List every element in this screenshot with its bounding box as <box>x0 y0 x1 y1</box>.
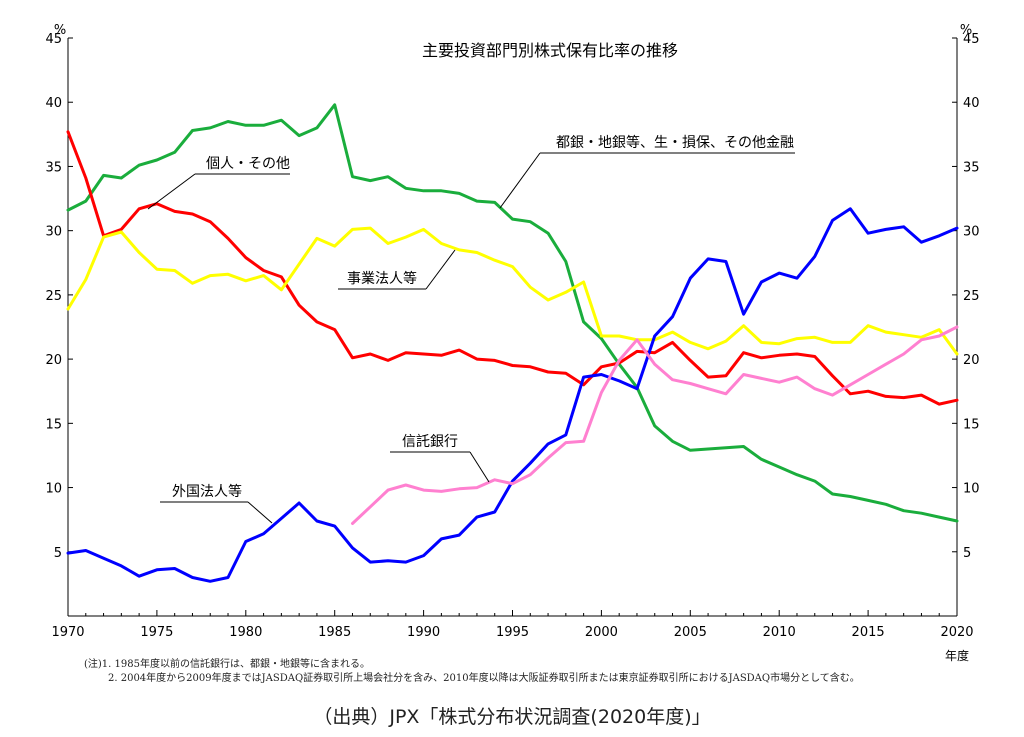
series-line-4 <box>351 325 959 525</box>
y-tick-label-right: 40 <box>963 96 980 111</box>
y-tick-label-left: 10 <box>45 482 62 497</box>
series-label-2: 事業法人等 <box>347 270 417 287</box>
x-tick-label: 1990 <box>407 625 440 640</box>
y-tick-label-left: 20 <box>45 353 62 368</box>
y-tick-label-right: 10 <box>963 482 980 497</box>
series-label-0: 都銀・地銀等、生・損保、その他金融 <box>556 134 794 151</box>
chart-title: 主要投資部門別株式保有比率の推移 <box>422 41 678 60</box>
y-tick-label-left: 30 <box>45 225 62 240</box>
label-leader <box>147 173 196 210</box>
series-lines <box>66 103 959 583</box>
x-tick-label: 2015 <box>852 625 885 640</box>
series-line-0 <box>66 103 959 523</box>
x-tick-label: 1975 <box>140 625 173 640</box>
y-tick-label-left: 25 <box>45 289 62 304</box>
x-tick-label: 2005 <box>674 625 707 640</box>
x-tick-label: 1980 <box>229 625 262 640</box>
series-line-2 <box>66 226 959 356</box>
x-tick-label: 2010 <box>763 625 796 640</box>
y-tick-label-right: 30 <box>963 225 980 240</box>
y-tick-label-right: 20 <box>963 353 980 368</box>
y-tick-label-left: 5 <box>54 546 62 561</box>
y-tick-label-right: 5 <box>963 546 971 561</box>
right-axis-unit: % <box>960 23 972 38</box>
left-axis-unit: % <box>54 23 66 38</box>
series-line-1 <box>66 130 959 406</box>
x-tick-label: 1995 <box>496 625 529 640</box>
y-tick-label-left: 40 <box>45 96 62 111</box>
y-tick-label-left: 45 <box>45 32 62 47</box>
x-tick-label: 1970 <box>51 625 84 640</box>
label-leader <box>499 152 541 209</box>
source-citation: （出典）JPX「株式分布状況調査(2020年度)」 <box>313 706 711 728</box>
y-tick-label-right: 45 <box>963 32 980 47</box>
series-label-1: 個人・その他 <box>206 156 290 172</box>
axes <box>67 37 958 617</box>
y-tick-label-right: 15 <box>963 417 980 432</box>
series-label-4: 信託銀行 <box>402 434 458 450</box>
label-leader <box>425 249 456 290</box>
y-tick-label-left: 35 <box>45 160 62 175</box>
footnote-1: (注)1. 1985年度以前の信託銀行は、都銀・地銀等に含まれる。 <box>84 659 370 670</box>
footnote-2: 2. 2004年度から2009年度まではJASDAQ証券取引所上場会社分を含み、… <box>108 673 860 684</box>
x-tick-label: 2000 <box>585 625 618 640</box>
y-tick-label-right: 35 <box>963 160 980 175</box>
y-tick-label-left: 15 <box>45 417 62 432</box>
y-tick-label-right: 25 <box>963 289 980 304</box>
series-label-3: 外国法人等 <box>172 483 242 500</box>
x-axis-label: 年度 <box>945 648 969 663</box>
series-line-3 <box>66 207 959 583</box>
label-leader <box>469 451 490 483</box>
label-leader <box>247 501 273 524</box>
x-tick-label: 2020 <box>940 625 973 640</box>
x-tick-label: 1985 <box>318 625 351 640</box>
